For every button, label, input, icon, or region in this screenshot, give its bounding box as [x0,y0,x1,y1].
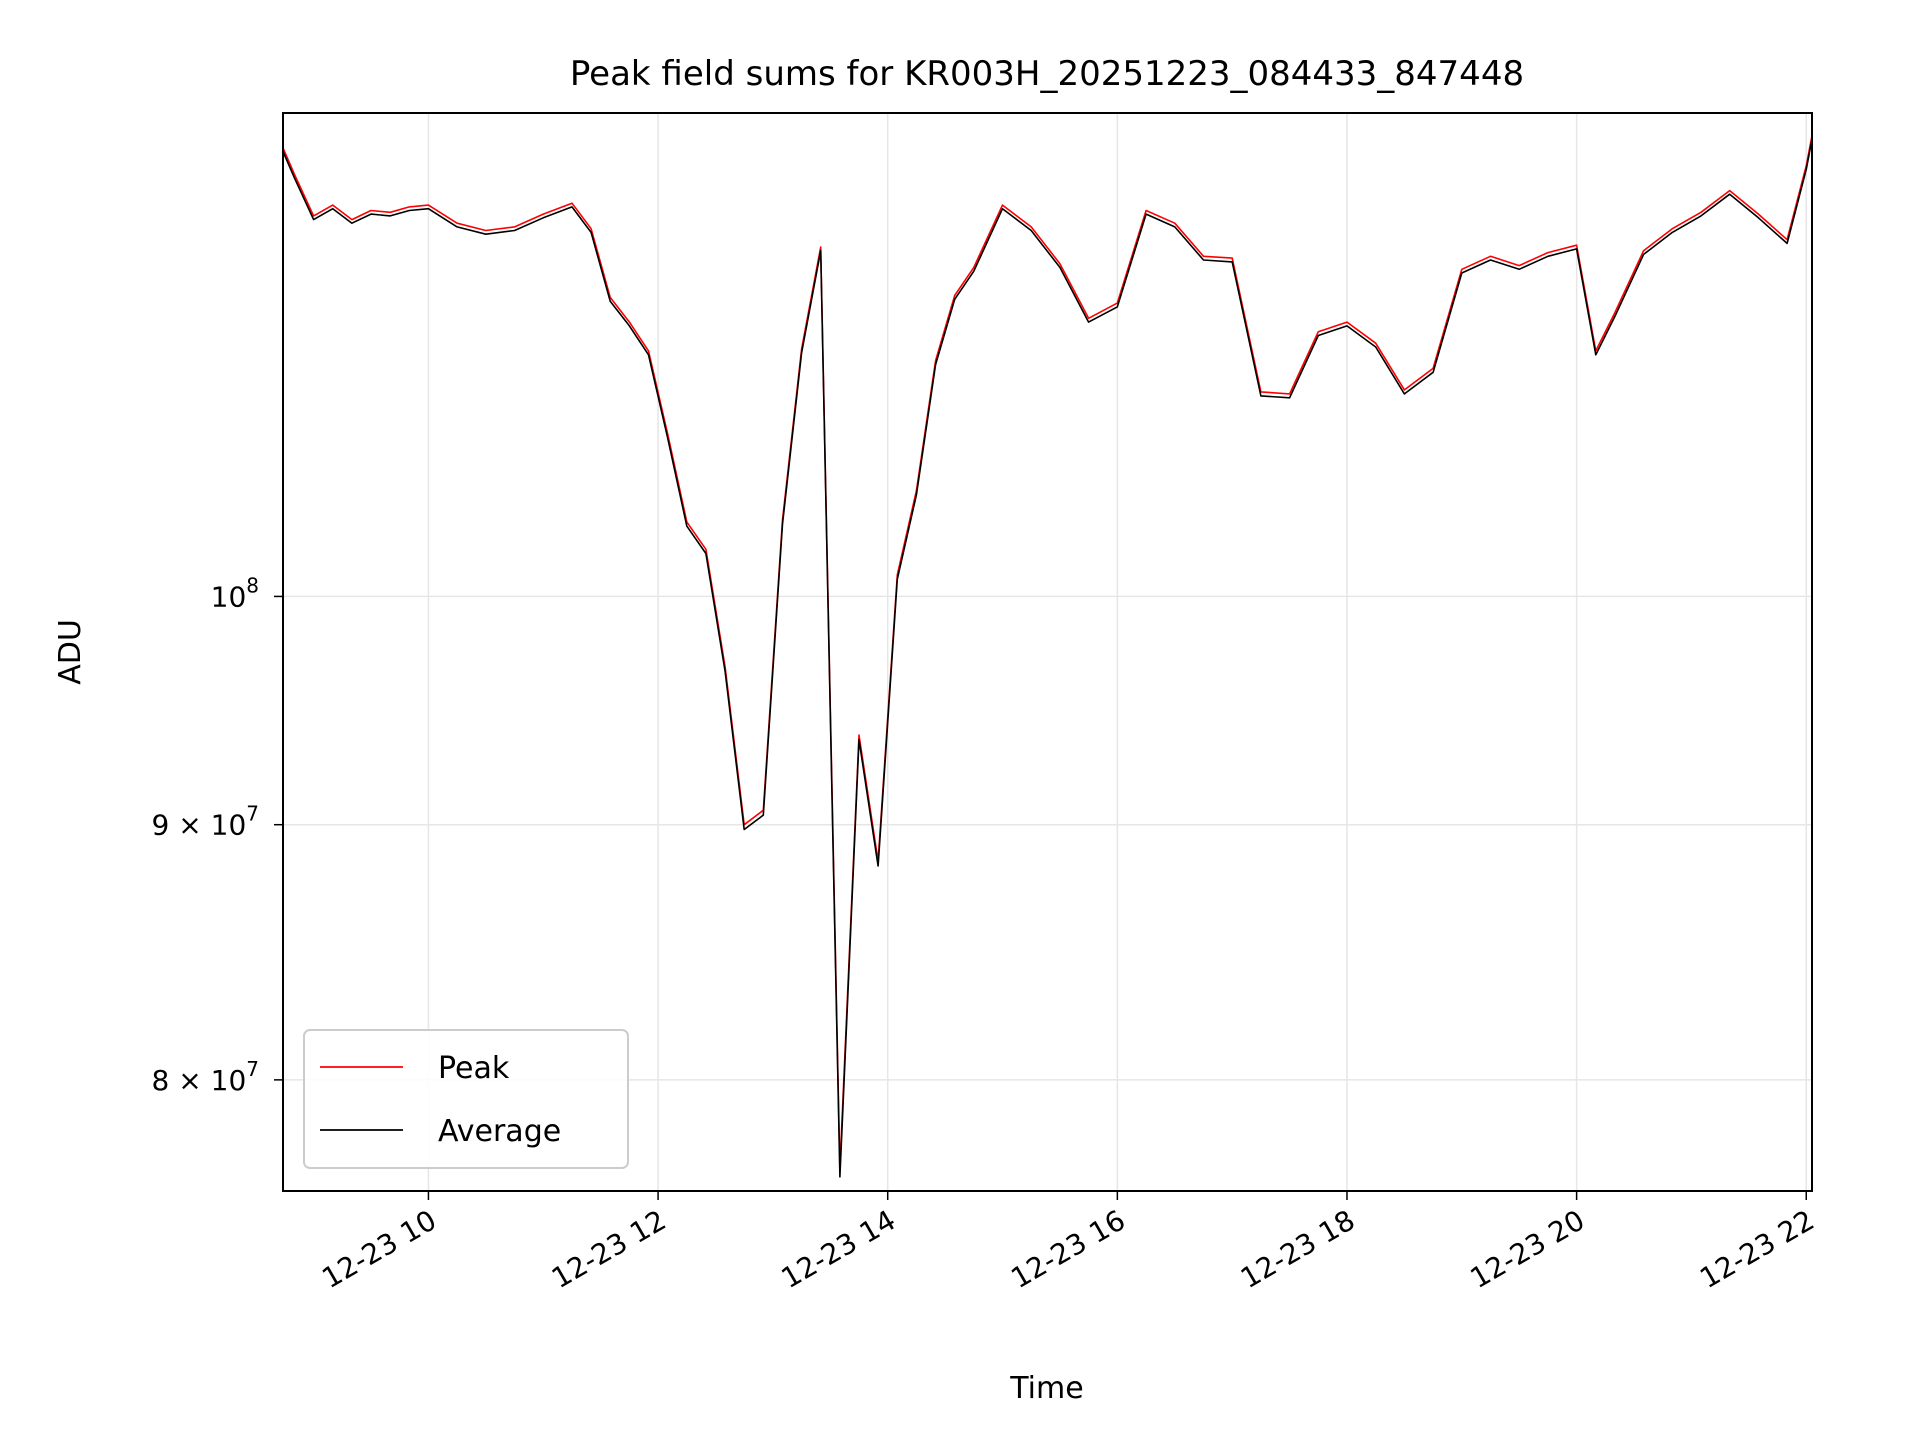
legend-label-average: Average [438,1114,561,1149]
y-tick-base: 8 × 10 [152,1064,247,1097]
grid [283,113,1812,1191]
y-tick-base: 9 × 10 [152,809,247,842]
legend: Peak Average [303,1029,629,1169]
y-tick-label: 108 [211,573,259,613]
series-layer [282,135,1813,1178]
x-axis-label: Time [1009,1371,1083,1406]
y-tick-exponent: 7 [246,802,259,826]
y-axis-label: ADU [53,619,88,685]
plot-frame [282,112,1813,1192]
y-tick-exponent: 7 [246,1057,259,1081]
legend-label-peak: Peak [438,1051,510,1086]
legend-frame [303,1029,629,1169]
y-tick-exponent: 8 [246,573,259,597]
series-line-average [282,139,1813,1178]
y-tick-base: 10 [211,580,247,613]
y-tick-label: 8 × 107 [152,1057,259,1097]
y-tick-label: 9 × 107 [152,802,259,842]
chart-title: Peak field sums for KR003H_20251223_0844… [570,54,1524,94]
series-line-peak [282,135,1813,1170]
